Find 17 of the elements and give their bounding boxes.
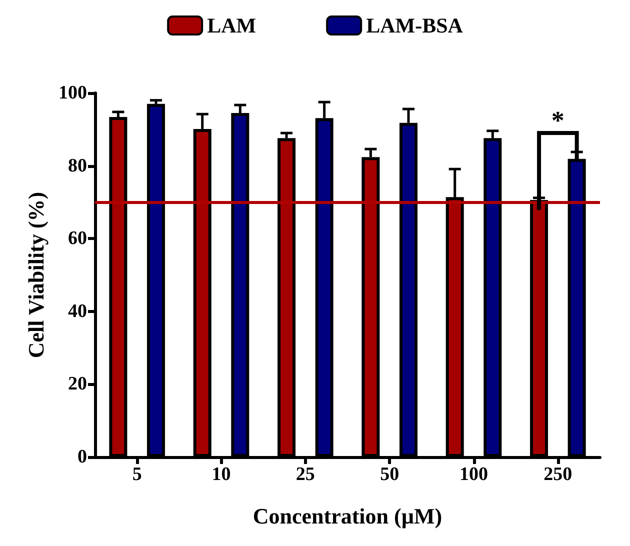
legend-label: LAM-BSA xyxy=(366,14,464,38)
x-axis-title: Concentration (µM) xyxy=(252,504,442,528)
x-tick-label: 50 xyxy=(380,464,400,485)
x-tick-label: 25 xyxy=(296,464,315,485)
y-tick-label: 60 xyxy=(68,228,87,250)
y-tick-label: 100 xyxy=(58,82,87,104)
legend-label: LAM xyxy=(207,14,256,38)
y-tick-label: 20 xyxy=(68,374,87,395)
y-tick-label: 0 xyxy=(78,446,87,468)
x-tick-label: 5 xyxy=(132,464,142,485)
y-tick-label: 80 xyxy=(68,155,87,176)
x-tick-label: 100 xyxy=(460,464,488,485)
annotation: * xyxy=(551,106,564,135)
y-axis-title: Cell Viability (%) xyxy=(24,192,48,358)
x-tick-label: 10 xyxy=(212,464,231,485)
x-tick-label: 250 xyxy=(544,464,572,485)
y-tick-label: 40 xyxy=(68,300,87,322)
